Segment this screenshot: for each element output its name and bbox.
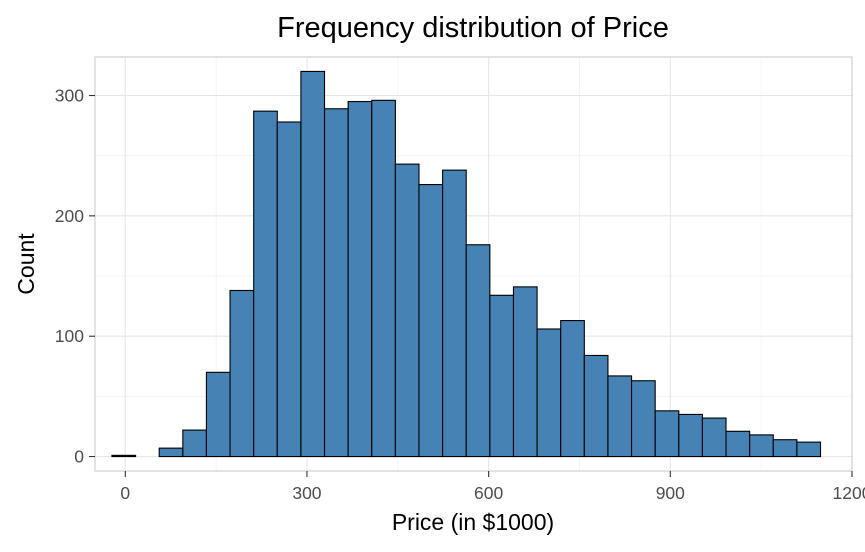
histogram-bar-26 [725, 430, 751, 458]
y-axis-ticks: 0 100 200 300 [55, 86, 95, 467]
chart-title: Frequency distribution of Price [277, 12, 669, 44]
histogram-bar-0 [111, 454, 137, 458]
histogram-bar-9 [323, 108, 349, 458]
histogram-bar-5 [229, 289, 255, 458]
x-tick-label: 900 [656, 483, 685, 503]
histogram-bar-28 [772, 439, 798, 458]
y-axis-title: Count [13, 233, 39, 295]
histogram-bar-20 [583, 354, 609, 458]
y-tick-label: 0 [74, 447, 84, 467]
x-tick-label: 600 [474, 483, 503, 503]
histogram-bar-2 [158, 447, 184, 458]
histogram-bar-15 [465, 244, 491, 458]
histogram-bar-24 [678, 413, 703, 458]
histogram-bar-13 [418, 184, 444, 458]
histogram-bar-12 [394, 163, 420, 458]
histogram-bar-8 [300, 70, 326, 458]
x-axis-title: Price (in $1000) [392, 509, 554, 535]
y-tick-label: 300 [55, 86, 84, 106]
histogram-bar-6 [253, 110, 278, 458]
histogram-bar-19 [560, 320, 585, 458]
histogram-bars [111, 70, 822, 458]
histogram-bar-29 [796, 441, 822, 458]
histogram-bar-17 [512, 286, 538, 458]
histogram-bar-10 [347, 100, 373, 458]
histogram-bar-14 [442, 169, 467, 458]
y-tick-label: 200 [55, 206, 84, 226]
histogram-bar-21 [607, 375, 633, 458]
histogram-bar-22 [631, 380, 656, 458]
plot-panel-border [94, 56, 853, 472]
x-tick-label: 300 [292, 483, 321, 503]
histogram-bar-4 [205, 371, 231, 458]
histogram-bar-25 [701, 417, 727, 458]
histogram-bar-3 [182, 429, 207, 458]
histogram-bar-11 [371, 99, 396, 458]
histogram-bar-16 [489, 294, 515, 458]
histogram-bar-23 [654, 410, 680, 458]
x-tick-label: 0 [120, 483, 130, 503]
y-tick-label: 100 [55, 326, 84, 346]
histogram-bar-7 [276, 121, 302, 458]
histogram-bar-27 [749, 434, 774, 458]
histogram-bar-18 [536, 328, 562, 458]
